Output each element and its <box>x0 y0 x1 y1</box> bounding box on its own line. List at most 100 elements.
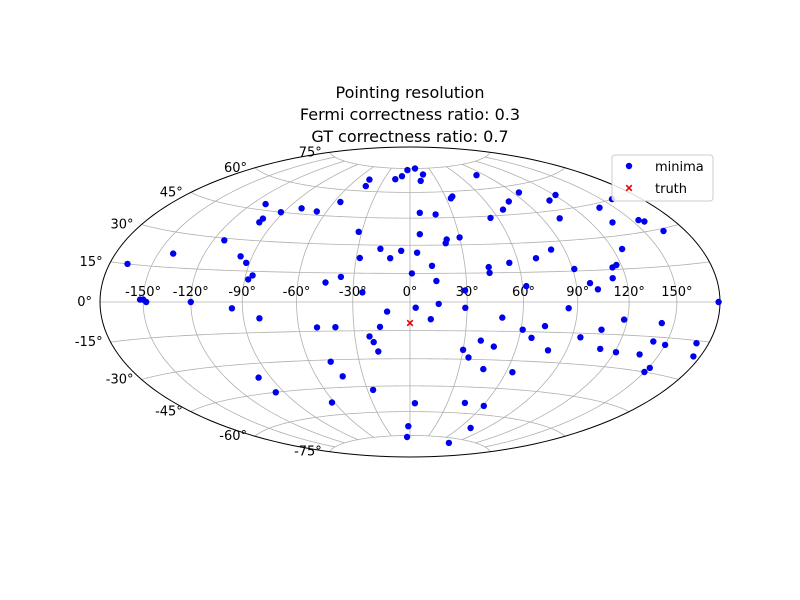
minima-point <box>635 216 642 224</box>
minima-point <box>443 236 450 243</box>
minima-point <box>465 354 472 361</box>
minima-point <box>416 231 423 238</box>
minima-point <box>462 304 469 311</box>
minima-point <box>221 237 228 244</box>
minima-point <box>355 228 362 235</box>
minima-point <box>597 345 604 353</box>
minima-point <box>356 254 363 262</box>
minima-point <box>532 255 540 262</box>
minima-point <box>544 347 552 354</box>
minima-point <box>519 326 526 333</box>
chart-title: Pointing resolution Fermi correctness ra… <box>0 82 800 148</box>
minima-point <box>411 165 419 172</box>
minima-point <box>449 193 456 200</box>
x-tick-label: 150° <box>661 285 692 300</box>
projection-outline <box>99 146 721 458</box>
minima-point <box>412 304 419 311</box>
y-tick-label: 45° <box>160 185 183 200</box>
minima-point <box>243 259 250 266</box>
minima-point <box>541 322 549 330</box>
minima-point <box>427 316 434 323</box>
minima-point <box>650 338 657 345</box>
minima-point <box>256 219 263 226</box>
minima-point <box>577 334 584 341</box>
minima-point <box>490 343 497 350</box>
minima-point <box>313 324 321 331</box>
minima-point <box>586 279 594 287</box>
minima-point <box>413 249 421 256</box>
minima-point <box>277 209 285 216</box>
y-tick-label: 15° <box>80 255 103 270</box>
minima-point <box>398 247 405 254</box>
parallel-line <box>190 385 630 412</box>
minima-point <box>272 389 279 396</box>
minima-point <box>187 298 194 306</box>
minima-point <box>370 338 377 346</box>
minima-point <box>143 298 150 306</box>
minima-point <box>461 399 469 407</box>
x-tick-label: -60° <box>283 285 311 300</box>
legend: minima truth <box>611 154 714 202</box>
minima-point <box>398 173 406 180</box>
minima-point <box>313 208 320 215</box>
legend-label-truth: truth <box>655 182 687 197</box>
minima-point <box>594 286 602 293</box>
parallel-line <box>141 224 679 246</box>
minima-point <box>428 262 436 269</box>
minima-point <box>596 204 603 211</box>
minima-point <box>505 198 512 205</box>
x-tick-label: -30° <box>339 285 367 300</box>
parallel-line <box>254 167 566 193</box>
grid-lines <box>100 152 720 452</box>
minima-point <box>565 305 572 312</box>
minima-point <box>262 200 269 208</box>
parallel-line <box>141 358 679 380</box>
minima-point <box>170 250 177 257</box>
minima-point <box>245 276 252 283</box>
legend-label-minima: minima <box>655 160 704 175</box>
minima-point <box>641 368 648 376</box>
minima-point <box>620 316 628 323</box>
chart-title-line-3: GT correctness ratio: 0.7 <box>311 127 509 146</box>
minima-point <box>612 349 620 356</box>
minima-point <box>509 369 516 376</box>
minima-point <box>486 269 493 277</box>
minima-point <box>499 314 506 321</box>
chart-title-line-1: Pointing resolution <box>335 83 485 102</box>
x-tick-label: 60° <box>512 285 535 300</box>
minima-point <box>403 433 411 441</box>
minima-point <box>690 353 697 360</box>
minima-point <box>445 439 453 447</box>
y-tick-label: 30° <box>110 218 133 233</box>
truth-marker <box>406 319 414 327</box>
parallel-line <box>254 411 566 437</box>
x-tick-label: -150° <box>125 285 161 300</box>
minima-point <box>646 364 653 372</box>
minima-point <box>404 166 411 174</box>
minima-point <box>366 333 373 340</box>
minima-point <box>523 282 530 290</box>
minima-point <box>362 182 369 190</box>
y-tick-label: -15° <box>75 335 103 350</box>
parallel-line <box>190 192 630 219</box>
minima-point <box>376 323 384 331</box>
y-tick-label: 60° <box>224 161 247 176</box>
y-tick-label: -30° <box>106 373 134 388</box>
minima-point <box>528 334 535 341</box>
legend-truth-marker <box>625 184 633 192</box>
minima-point <box>467 424 474 432</box>
minima-point <box>552 191 559 199</box>
minima-point <box>256 315 263 322</box>
minima-point <box>419 171 427 178</box>
minima-point <box>515 189 523 196</box>
minima-point <box>405 423 412 430</box>
minima-point <box>636 351 643 358</box>
minima-point <box>487 214 494 222</box>
tick-labels: -150° -120° -90° -60° -30° 0° 30° 60° 90° 120° 150… <box>75 145 693 459</box>
minima-point <box>375 348 382 355</box>
minima-point <box>298 205 305 212</box>
minima-point <box>473 172 480 179</box>
data-points <box>124 165 722 447</box>
minima-point <box>693 340 700 347</box>
minima-point <box>255 374 262 381</box>
